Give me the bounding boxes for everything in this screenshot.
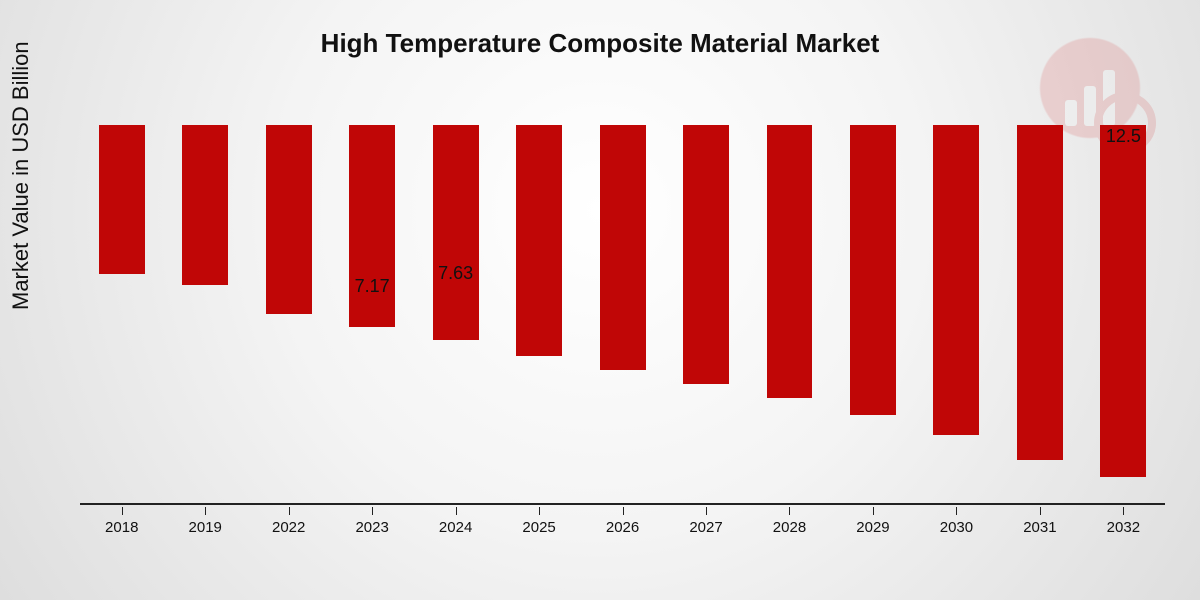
bar-slot: 7.17	[330, 125, 413, 505]
tick-mark	[456, 507, 457, 515]
tick-mark	[539, 507, 540, 515]
bar-slot	[581, 125, 664, 505]
bar	[516, 125, 562, 356]
bar-value-label: 12.5	[1082, 126, 1165, 147]
chart-canvas: High Temperature Composite Material Mark…	[0, 0, 1200, 600]
x-tick: 2028	[748, 507, 831, 536]
bar-slot	[664, 125, 747, 505]
bar	[850, 125, 896, 415]
tick-mark	[789, 507, 790, 515]
bar-slot: 7.63	[414, 125, 497, 505]
x-tick: 2018	[80, 507, 163, 536]
bar	[933, 125, 979, 435]
bar-slot	[497, 125, 580, 505]
x-tick: 2030	[915, 507, 998, 536]
bar-slot	[247, 125, 330, 505]
tick-mark	[1040, 507, 1041, 515]
bar	[99, 125, 145, 274]
x-tick: 2027	[664, 507, 747, 536]
tick-mark	[289, 507, 290, 515]
bar	[1100, 125, 1146, 477]
tick-mark	[205, 507, 206, 515]
tick-mark	[706, 507, 707, 515]
bar	[433, 125, 479, 340]
tick-mark	[122, 507, 123, 515]
x-tick: 2023	[330, 507, 413, 536]
tick-mark	[623, 507, 624, 515]
x-tick: 2032	[1082, 507, 1165, 536]
tick-mark	[956, 507, 957, 515]
bar	[767, 125, 813, 398]
bar	[182, 125, 228, 285]
x-tick: 2024	[414, 507, 497, 536]
tick-mark	[1123, 507, 1124, 515]
bar-slot: 12.5	[1082, 125, 1165, 505]
x-axis-line	[80, 503, 1165, 505]
bar-slot	[998, 125, 1081, 505]
bar-slot	[915, 125, 998, 505]
x-tick: 2031	[998, 507, 1081, 536]
bar	[600, 125, 646, 370]
plot-area: 7.177.63 12.5	[80, 125, 1165, 505]
chart-title: High Temperature Composite Material Mark…	[0, 28, 1200, 59]
x-tick: 2025	[497, 507, 580, 536]
x-tick: 2022	[247, 507, 330, 536]
bar	[1017, 125, 1063, 460]
y-axis-label: Market Value in USD Billion	[8, 41, 34, 310]
x-tick: 2029	[831, 507, 914, 536]
x-axis-ticks: 2018201920222023202420252026202720282029…	[80, 507, 1165, 536]
bar-value-label: 7.63	[414, 263, 497, 284]
bar	[683, 125, 729, 384]
x-tick: 2019	[163, 507, 246, 536]
bar-slot	[831, 125, 914, 505]
x-tick: 2026	[581, 507, 664, 536]
bar-slot	[163, 125, 246, 505]
bar-value-label: 7.17	[330, 276, 413, 297]
x-axis: 2018201920222023202420252026202720282029…	[80, 507, 1165, 567]
bar-slot	[748, 125, 831, 505]
bar	[266, 125, 312, 314]
tick-mark	[873, 507, 874, 515]
tick-mark	[372, 507, 373, 515]
bar-series: 7.177.63 12.5	[80, 125, 1165, 505]
bar-slot	[80, 125, 163, 505]
